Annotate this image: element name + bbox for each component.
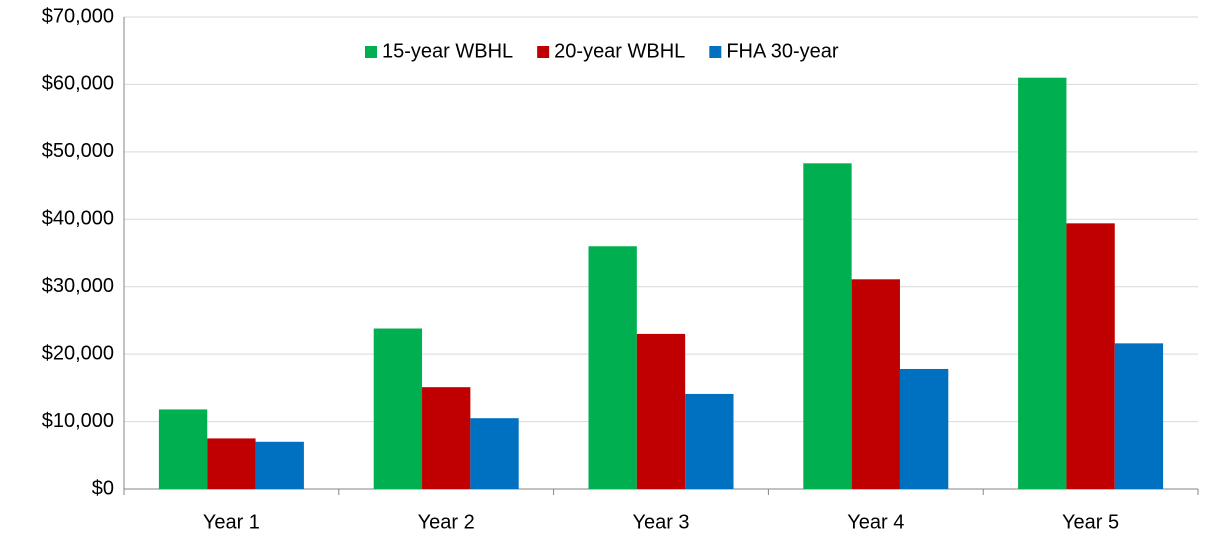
bar <box>803 163 852 489</box>
bar <box>158 409 208 489</box>
legend-label: 15-year WBHL <box>382 40 513 62</box>
legend-label: 20-year WBHL <box>554 40 685 62</box>
legend-label: FHA 30-year <box>726 40 839 62</box>
x-tick-label: Year 3 <box>632 511 689 533</box>
bar <box>1114 343 1164 489</box>
bar <box>851 279 900 489</box>
y-tick-label: $20,000 <box>42 342 114 364</box>
bar <box>899 368 949 489</box>
x-tick-label: Year 1 <box>203 511 260 533</box>
bar <box>636 333 686 489</box>
bar <box>255 441 304 489</box>
bar <box>422 387 471 489</box>
x-tick-label: Year 2 <box>418 511 475 533</box>
x-tick-label: Year 4 <box>847 511 904 533</box>
bar <box>207 438 256 489</box>
x-tick-label: Year 5 <box>1062 511 1119 533</box>
bar <box>1018 77 1067 489</box>
y-tick-label: $40,000 <box>42 208 114 230</box>
y-tick-label: $70,000 <box>42 5 114 27</box>
y-tick-label: $50,000 <box>42 140 114 162</box>
bar <box>685 393 734 489</box>
y-tick-label: $0 <box>92 477 114 499</box>
bar <box>373 328 423 489</box>
legend-swatch <box>709 46 722 58</box>
bar <box>1066 223 1115 489</box>
bar <box>588 246 637 489</box>
legend-swatch <box>365 46 377 58</box>
y-tick-label: $60,000 <box>42 73 114 95</box>
legend-swatch <box>537 46 550 58</box>
y-tick-label: $10,000 <box>42 410 114 432</box>
y-tick-label: $30,000 <box>42 275 114 297</box>
bar <box>470 418 519 489</box>
